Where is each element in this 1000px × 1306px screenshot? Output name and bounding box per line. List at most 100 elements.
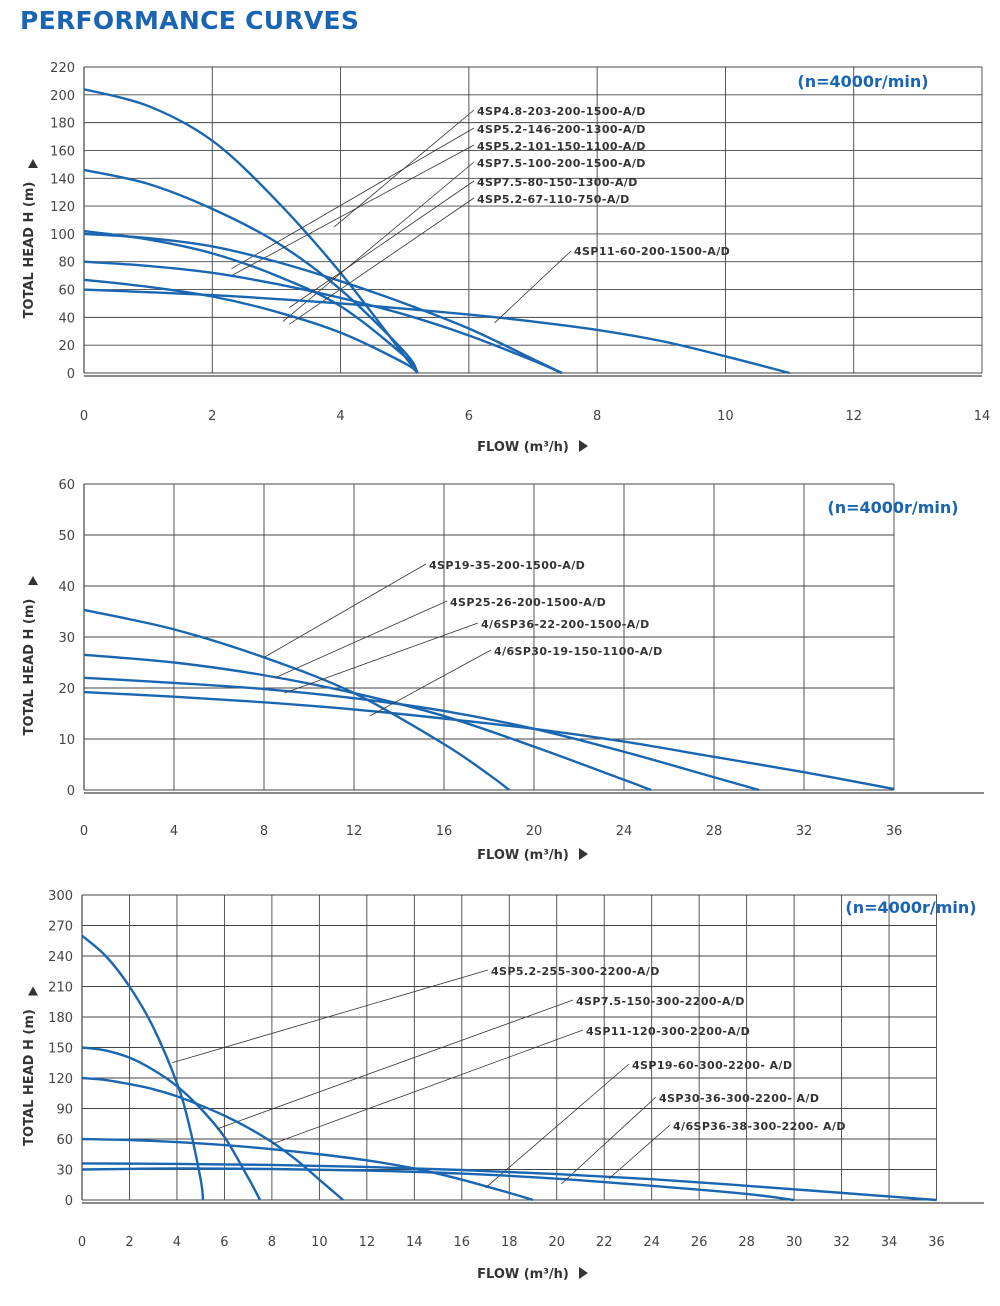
x-tick-label: 12 (845, 409, 862, 424)
y-tick-label: 50 (58, 529, 75, 544)
x-tick-label: 6 (220, 1235, 228, 1250)
x-tick-label: 16 (436, 824, 453, 839)
x-axis-label: FLOW (m³/h) (477, 848, 569, 863)
leader-line (289, 197, 475, 325)
y-tick-label: 80 (58, 256, 75, 271)
y-tick-label: 120 (50, 200, 75, 215)
y-tick-label: 270 (48, 920, 73, 935)
performance-chart-1: 0 20 40 60 80 100 120 140 160 180 200 220 0 2 4 6 8 10 12 1… (22, 61, 991, 455)
x-tick-label: 4 (170, 824, 178, 839)
x-tick-label: 32 (833, 1235, 850, 1250)
series-label: 4SP19-60-300-2200- A/D (632, 1059, 792, 1072)
page-title: PERFORMANCE CURVES (20, 6, 360, 35)
curve-4sp4-8-203-200-1500-a-d (83, 88, 419, 374)
y-tick-label: 160 (50, 144, 75, 159)
leader-line (494, 250, 572, 324)
y-axis-label: TOTAL HEAD H (m) (22, 182, 37, 319)
x-tick-label: 14 (974, 409, 991, 424)
y-tick-label: 240 (48, 950, 73, 965)
y-tick-label: 30 (58, 631, 75, 646)
leader-line (284, 622, 479, 694)
y-tick-label: 30 (56, 1164, 73, 1179)
leader-line (485, 1063, 630, 1189)
series-label: 4SP5.2-101-150-1100-A/D (477, 140, 646, 153)
series-label: 4/6SP36-22-200-1500-A/D (481, 618, 650, 631)
x-tick-label: 28 (738, 1235, 755, 1250)
x-tick-label: 0 (80, 824, 88, 839)
x-tick-label: 24 (643, 1235, 660, 1250)
leader-line (608, 1124, 671, 1179)
curve-4sp5-2-101-150-1100-a-d (83, 229, 419, 374)
x-tick-label: 2 (125, 1235, 133, 1250)
y-tick-label: 60 (56, 1133, 73, 1148)
speed-note: (n=4000r/min) (797, 72, 928, 91)
speed-note: (n=4000r/min) (827, 498, 958, 517)
curve-4sp30-36-300-2200-a-d (81, 1167, 795, 1202)
speed-note: (n=4000r/min) (845, 898, 976, 917)
x-tick-label: 16 (454, 1235, 471, 1250)
curve-4sp11-60-200-1500-a-d (83, 288, 790, 375)
x-tick-label: 12 (346, 824, 363, 839)
x-tick-label: 0 (78, 1235, 86, 1250)
series-label: 4SP7.5-80-150-1300-A/D (477, 176, 638, 189)
y-tick-label: 90 (56, 1103, 73, 1118)
x-axis-label: FLOW (m³/h) (477, 440, 569, 455)
y-tick-label: 300 (48, 889, 73, 904)
leader-line (231, 127, 475, 270)
y-tick-label: 180 (48, 1011, 73, 1026)
leader-line (282, 161, 475, 322)
y-axis-label: TOTAL HEAD H (m) (22, 599, 37, 736)
y-tick-label: 0 (65, 1194, 73, 1209)
chart-2-grid (83, 483, 895, 791)
curve-4-6sp36-38-300-2200-a-d (81, 1162, 937, 1202)
y-tick-label: 200 (50, 89, 75, 104)
curve-4-6sp30-19-150-1100-a-d (83, 690, 895, 791)
x-axis-arrow-icon (579, 1267, 588, 1279)
y-tick-label: 0 (67, 367, 75, 382)
x-tick-label: 10 (717, 409, 734, 424)
x-axis-arrow-icon (579, 440, 588, 452)
series-label: 4SP5.2-146-200-1300-A/D (477, 123, 646, 136)
curve-4sp11-120-300-2200-a-d (81, 1076, 344, 1201)
x-tick-label: 8 (268, 1235, 276, 1250)
x-tick-label: 4 (336, 409, 344, 424)
series-label: 4SP11-60-200-1500-A/D (574, 245, 730, 258)
y-tick-label: 20 (58, 682, 75, 697)
y-axis-arrow-icon (28, 159, 38, 168)
x-tick-label: 8 (593, 409, 601, 424)
leader-line (217, 999, 574, 1130)
x-tick-label: 20 (526, 824, 543, 839)
x-tick-label: 32 (796, 824, 813, 839)
leader-line (369, 649, 492, 717)
x-axis-label: FLOW (m³/h) (477, 1267, 569, 1282)
x-tick-label: 0 (80, 409, 88, 424)
curve-4sp5-2-255-300-2200-a-d (81, 934, 205, 1201)
series-label: 4SP7.5-100-200-1500-A/D (477, 157, 646, 170)
y-tick-label: 0 (67, 784, 75, 799)
curve-4-6sp36-22-200-1500-a-d (83, 676, 760, 792)
leader-line (263, 563, 427, 658)
y-axis-label: TOTAL HEAD H (m) (22, 1009, 37, 1146)
y-tick-label: 40 (58, 311, 75, 326)
y-tick-label: 220 (50, 61, 75, 76)
leader-line (172, 969, 489, 1064)
y-tick-label: 60 (58, 284, 75, 299)
x-tick-label: 6 (465, 409, 473, 424)
series-label: 4SP4.8-203-200-1500-A/D (477, 105, 646, 118)
x-tick-label: 22 (596, 1235, 613, 1250)
x-tick-label: 2 (208, 409, 216, 424)
x-tick-label: 18 (501, 1235, 518, 1250)
y-tick-label: 210 (48, 981, 73, 996)
y-tick-label: 60 (58, 478, 75, 493)
curve-4sp7-5-100-200-1500-a-d (83, 232, 563, 375)
series-label: 4SP11-120-300-2200-A/D (586, 1025, 750, 1038)
x-tick-label: 4 (173, 1235, 181, 1250)
x-tick-label: 14 (406, 1235, 423, 1250)
leader-line (561, 1096, 657, 1185)
x-tick-label: 24 (616, 824, 633, 839)
curve-4sp19-60-300-2200-a-d (81, 1137, 534, 1202)
y-tick-label: 40 (58, 580, 75, 595)
series-label: 4SP19-35-200-1500-A/D (429, 559, 585, 572)
series-label: 4/6SP36-38-300-2200- A/D (673, 1120, 846, 1133)
